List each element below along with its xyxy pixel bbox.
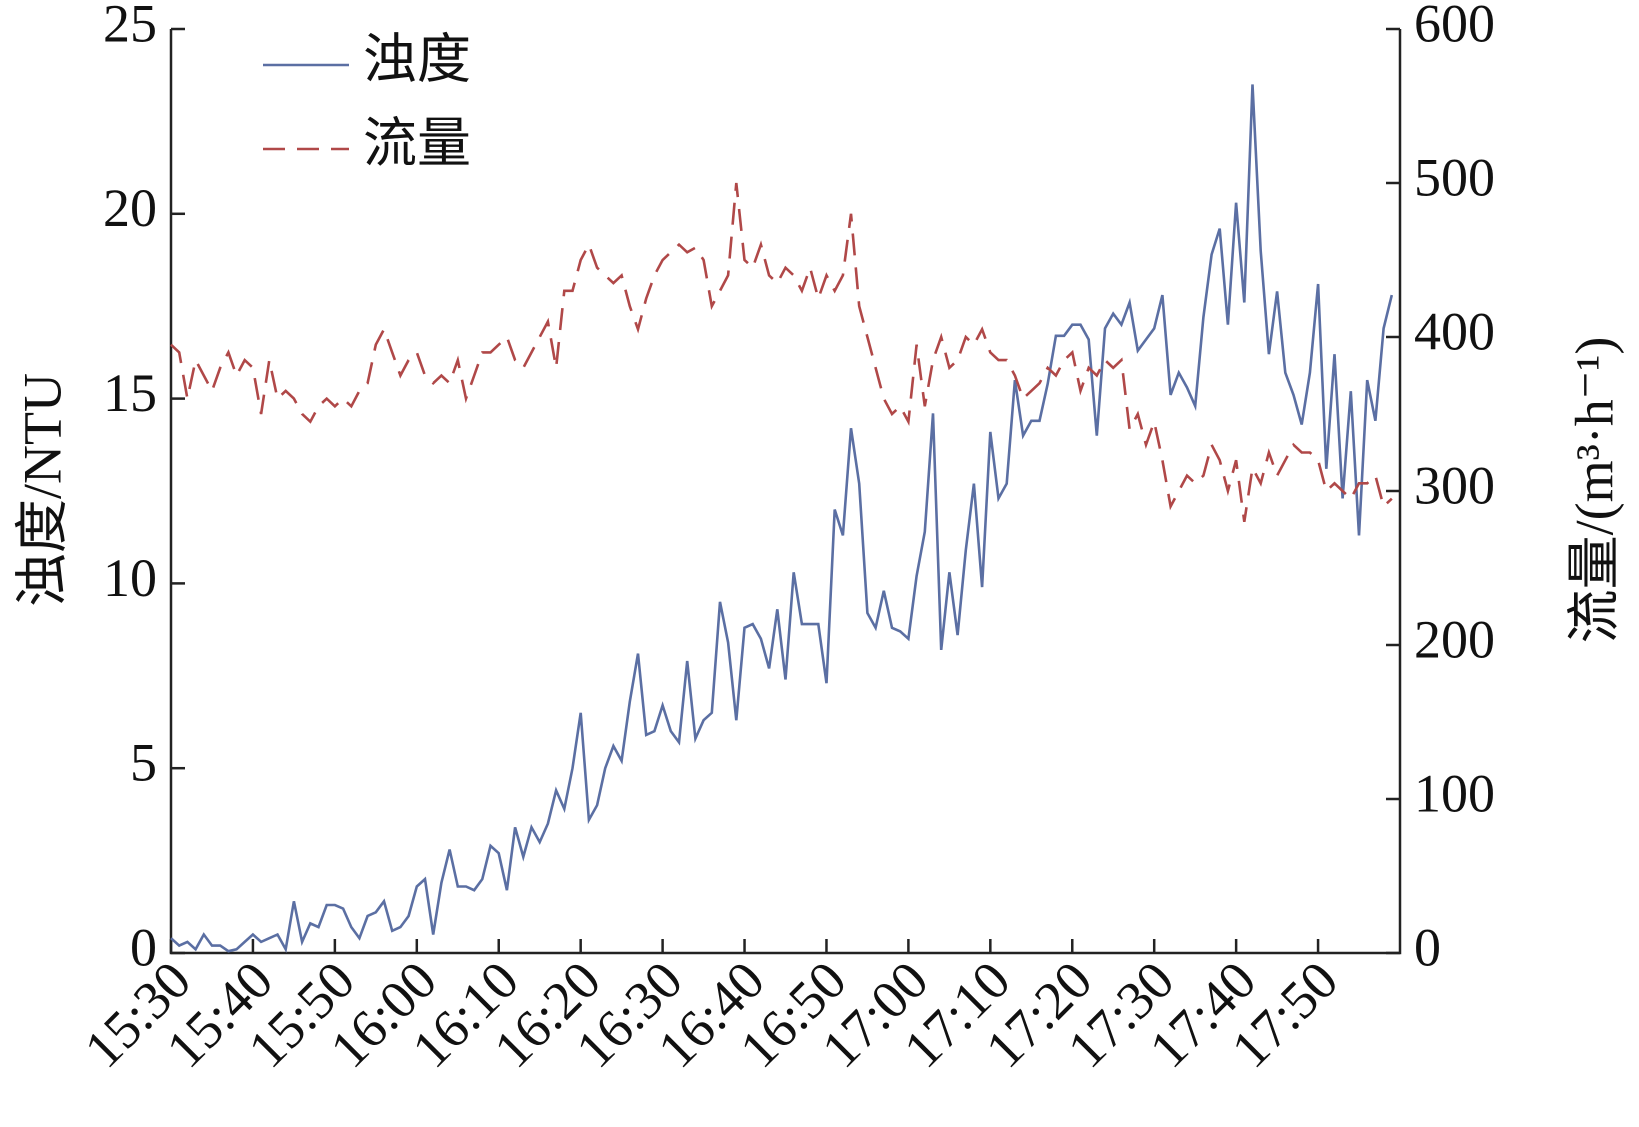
- y-axis-label: 浊度/NTU: [12, 373, 72, 607]
- y-tick-label: 25: [103, 0, 157, 53]
- legend-label: 流量: [363, 113, 471, 173]
- y2-tick-label: 200: [1414, 609, 1495, 669]
- y-tick-label: 10: [103, 548, 157, 608]
- y2-tick-label: 400: [1414, 301, 1495, 361]
- y-tick-label: 0: [130, 917, 157, 977]
- y2-tick-label: 300: [1414, 455, 1495, 515]
- y2-tick-label: 100: [1414, 763, 1495, 823]
- legend-label: 浊度: [363, 29, 471, 89]
- y-tick-label: 20: [103, 178, 157, 238]
- axis-lines: [169, 29, 1402, 955]
- y-tick-label: 5: [130, 733, 157, 793]
- y2-axis-label: 流量/(m³·h⁻¹): [1564, 337, 1624, 644]
- y2-tick-label: 600: [1414, 0, 1495, 53]
- series-line: [170, 84, 1394, 954]
- y2-tick-label: 0: [1414, 917, 1441, 977]
- y2-tick-label: 500: [1414, 147, 1495, 207]
- y-tick-label: 15: [103, 363, 157, 423]
- series-line: [170, 182, 1393, 522]
